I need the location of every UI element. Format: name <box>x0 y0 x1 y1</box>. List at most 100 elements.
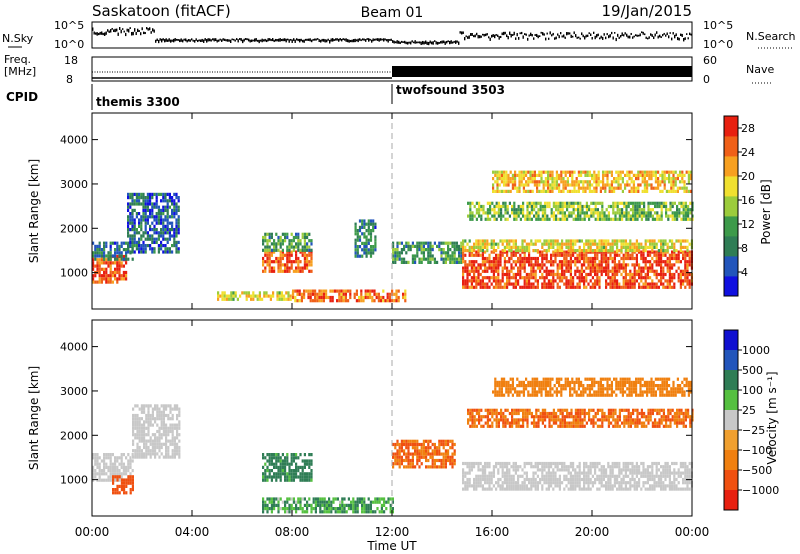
heatmap-cell <box>286 497 289 501</box>
heatmap-cell <box>484 245 487 249</box>
heatmap-cell <box>657 285 660 289</box>
noise-right-tick-top: 10^5 <box>703 19 733 32</box>
heatmap-cell <box>310 475 313 479</box>
heatmap-cell <box>611 249 614 253</box>
heatmap-cell <box>660 208 663 212</box>
heatmap-cell <box>643 170 646 174</box>
heatmap-cell <box>610 186 613 190</box>
heatmap-cell <box>341 503 344 507</box>
heatmap-cell <box>120 456 123 460</box>
heatmap-cell <box>140 426 143 430</box>
heatmap-cell <box>506 468 509 472</box>
heatmap-cell <box>127 224 130 228</box>
heatmap-cell <box>166 205 169 209</box>
noise-sample <box>189 39 191 42</box>
heatmap-cell <box>151 410 154 414</box>
noise-sample <box>404 40 406 44</box>
heatmap-cell <box>149 442 152 446</box>
heatmap-cell <box>156 423 159 427</box>
heatmap-cell <box>125 241 128 245</box>
heatmap-cell <box>312 500 315 504</box>
noise-sample <box>156 38 158 41</box>
heatmap-cell <box>646 186 649 190</box>
noise-sample <box>518 36 520 40</box>
heatmap-cell <box>442 458 445 463</box>
heatmap-cell <box>223 291 226 295</box>
heatmap-cell <box>374 500 377 504</box>
heatmap-cell <box>116 244 119 248</box>
heatmap-cell <box>451 452 454 456</box>
heatmap-cell <box>521 249 524 253</box>
heatmap-cell <box>490 242 493 246</box>
heatmap-cell <box>596 217 599 221</box>
heatmap-cell <box>129 491 132 495</box>
cpid-mode-0: themis 3300 <box>96 95 180 109</box>
heatmap-cell <box>125 469 128 473</box>
heatmap-cell <box>349 289 352 293</box>
heatmap-cell <box>627 285 630 289</box>
noise-sample <box>171 39 173 42</box>
heatmap-cell <box>166 247 169 251</box>
heatmap-cell <box>525 272 528 277</box>
heatmap-cell <box>290 263 293 267</box>
noise-sample <box>329 39 331 44</box>
heatmap-cell <box>129 459 132 463</box>
heatmap-cell <box>131 469 134 473</box>
noise-left-tick-bottom: 10^0 <box>54 38 84 51</box>
heatmap-cell <box>166 218 169 222</box>
heatmap-cell <box>509 180 512 184</box>
heatmap-cell <box>588 170 591 174</box>
heatmap-cell <box>153 215 156 219</box>
heatmap-cell <box>135 231 138 235</box>
heatmap-cell <box>306 248 309 252</box>
heatmap-cell <box>649 263 652 267</box>
heatmap-cell <box>171 407 174 411</box>
heatmap-cell <box>273 239 276 243</box>
heatmap-cell <box>506 245 509 249</box>
heatmap-cell <box>596 272 599 277</box>
heatmap-cell <box>111 241 114 245</box>
heatmap-cell <box>451 458 454 463</box>
heatmap-cell <box>427 439 430 443</box>
heatmap-cell <box>264 253 267 257</box>
heatmap-cell <box>607 239 610 243</box>
heatmap-cell <box>525 474 528 478</box>
heatmap-cell <box>100 459 103 463</box>
heatmap-cell <box>503 189 506 193</box>
heatmap-cell <box>420 241 423 245</box>
heatmap-cell <box>403 449 406 453</box>
heatmap-cell <box>624 285 627 289</box>
heatmap-cell <box>273 503 276 507</box>
heatmap-cell <box>499 461 502 466</box>
heatmap-cell <box>143 445 146 450</box>
heatmap-cell <box>469 214 472 218</box>
heatmap-cell <box>618 282 621 286</box>
heatmap-cell <box>158 410 161 414</box>
heatmap-cell <box>469 211 472 215</box>
heatmap-cell <box>598 282 601 286</box>
heatmap-cell <box>266 248 269 252</box>
heatmap-cell <box>219 294 222 298</box>
noise-sample <box>269 38 271 41</box>
heatmap-cell <box>314 289 317 293</box>
heatmap-cell <box>606 177 609 181</box>
heatmap-cell <box>378 500 381 504</box>
heatmap-cell <box>517 266 520 270</box>
heatmap-cell <box>572 201 575 205</box>
heatmap-cell <box>556 282 559 286</box>
heatmap-cell <box>540 173 543 177</box>
heatmap-cell <box>147 404 150 408</box>
heatmap-cell <box>518 170 521 174</box>
heatmap-cell <box>569 282 572 286</box>
heatmap-cell <box>484 465 487 469</box>
heatmap-cell <box>175 208 178 212</box>
heatmap-cell <box>400 248 403 252</box>
heatmap-cell <box>422 439 425 443</box>
heatmap-cell <box>508 249 511 253</box>
heatmap-cell <box>280 294 283 298</box>
heatmap-cell <box>653 245 656 249</box>
heatmap-cell <box>358 245 362 249</box>
heatmap-cell <box>616 201 619 205</box>
heatmap-cell <box>617 170 620 174</box>
heatmap-cell <box>642 282 645 286</box>
